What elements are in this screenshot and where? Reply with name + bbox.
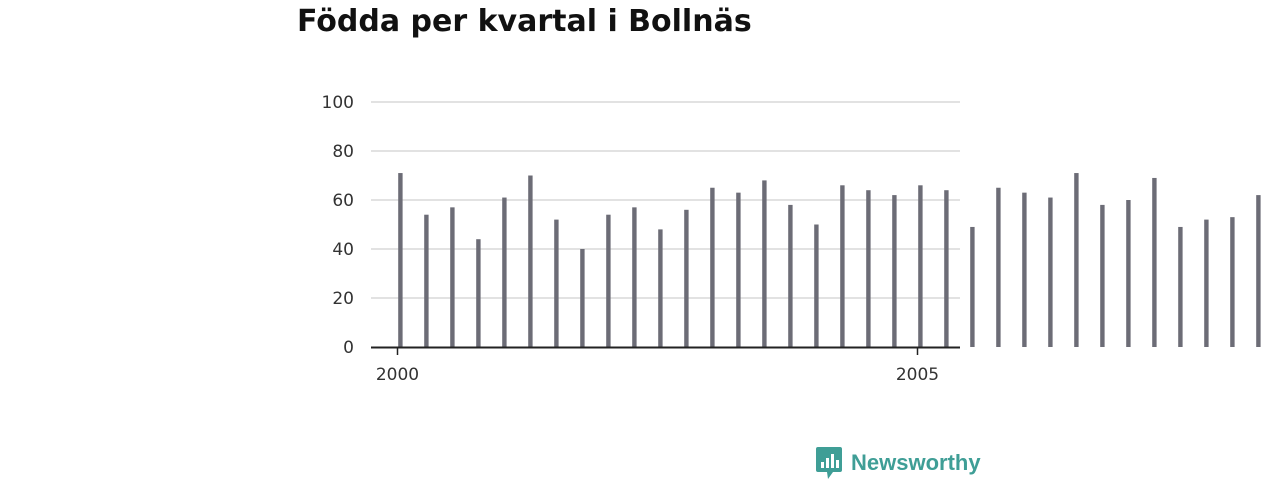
bars [398, 173, 1261, 347]
newsworthy-logo-icon [816, 447, 842, 479]
bar [736, 192, 741, 347]
bar [528, 175, 533, 347]
bar [476, 239, 481, 347]
y-tick-label: 100 [322, 93, 354, 113]
bar [606, 214, 611, 347]
bar [658, 229, 663, 347]
bar [1178, 226, 1183, 347]
bar [814, 224, 819, 347]
bar [1022, 192, 1027, 347]
y-axis-ticks: 0 20 40 60 80 100 [322, 93, 354, 358]
bar [424, 214, 429, 347]
bar [762, 180, 767, 347]
bar [632, 207, 637, 347]
newsworthy-brand: Newsworthy [815, 446, 981, 480]
bar [1152, 177, 1157, 347]
brand-name: Newsworthy [851, 450, 981, 475]
y-tick-label: 0 [343, 338, 354, 358]
y-tick-label: 80 [332, 142, 354, 162]
bar [554, 219, 559, 347]
y-tick-label: 60 [332, 191, 354, 211]
bar [1256, 195, 1261, 347]
bar [1048, 197, 1053, 347]
bar [944, 190, 949, 347]
bar [684, 209, 689, 347]
bar [866, 190, 871, 347]
bar [580, 249, 585, 347]
bar [398, 173, 403, 347]
bar [996, 187, 1001, 347]
x-tick-label: 2000 [376, 365, 419, 385]
y-tick-label: 40 [332, 240, 354, 260]
bar [840, 185, 845, 347]
chart-title: Födda per kvartal i Bollnäs [297, 4, 752, 39]
bar [1126, 200, 1131, 347]
x-axis-ticks: 200020052010201520202025 [376, 347, 939, 385]
x-tick-label: 2005 [896, 365, 939, 385]
bar [450, 207, 455, 347]
bar [892, 195, 897, 347]
y-tick-label: 20 [332, 289, 354, 309]
bar [970, 226, 975, 347]
bar [1074, 173, 1079, 347]
bar [1230, 217, 1235, 347]
gridlines [371, 101, 960, 299]
bar [1100, 204, 1105, 347]
bar [502, 197, 507, 347]
bar [1204, 219, 1209, 347]
bar [710, 187, 715, 347]
bar [918, 185, 923, 347]
bar [788, 204, 793, 347]
